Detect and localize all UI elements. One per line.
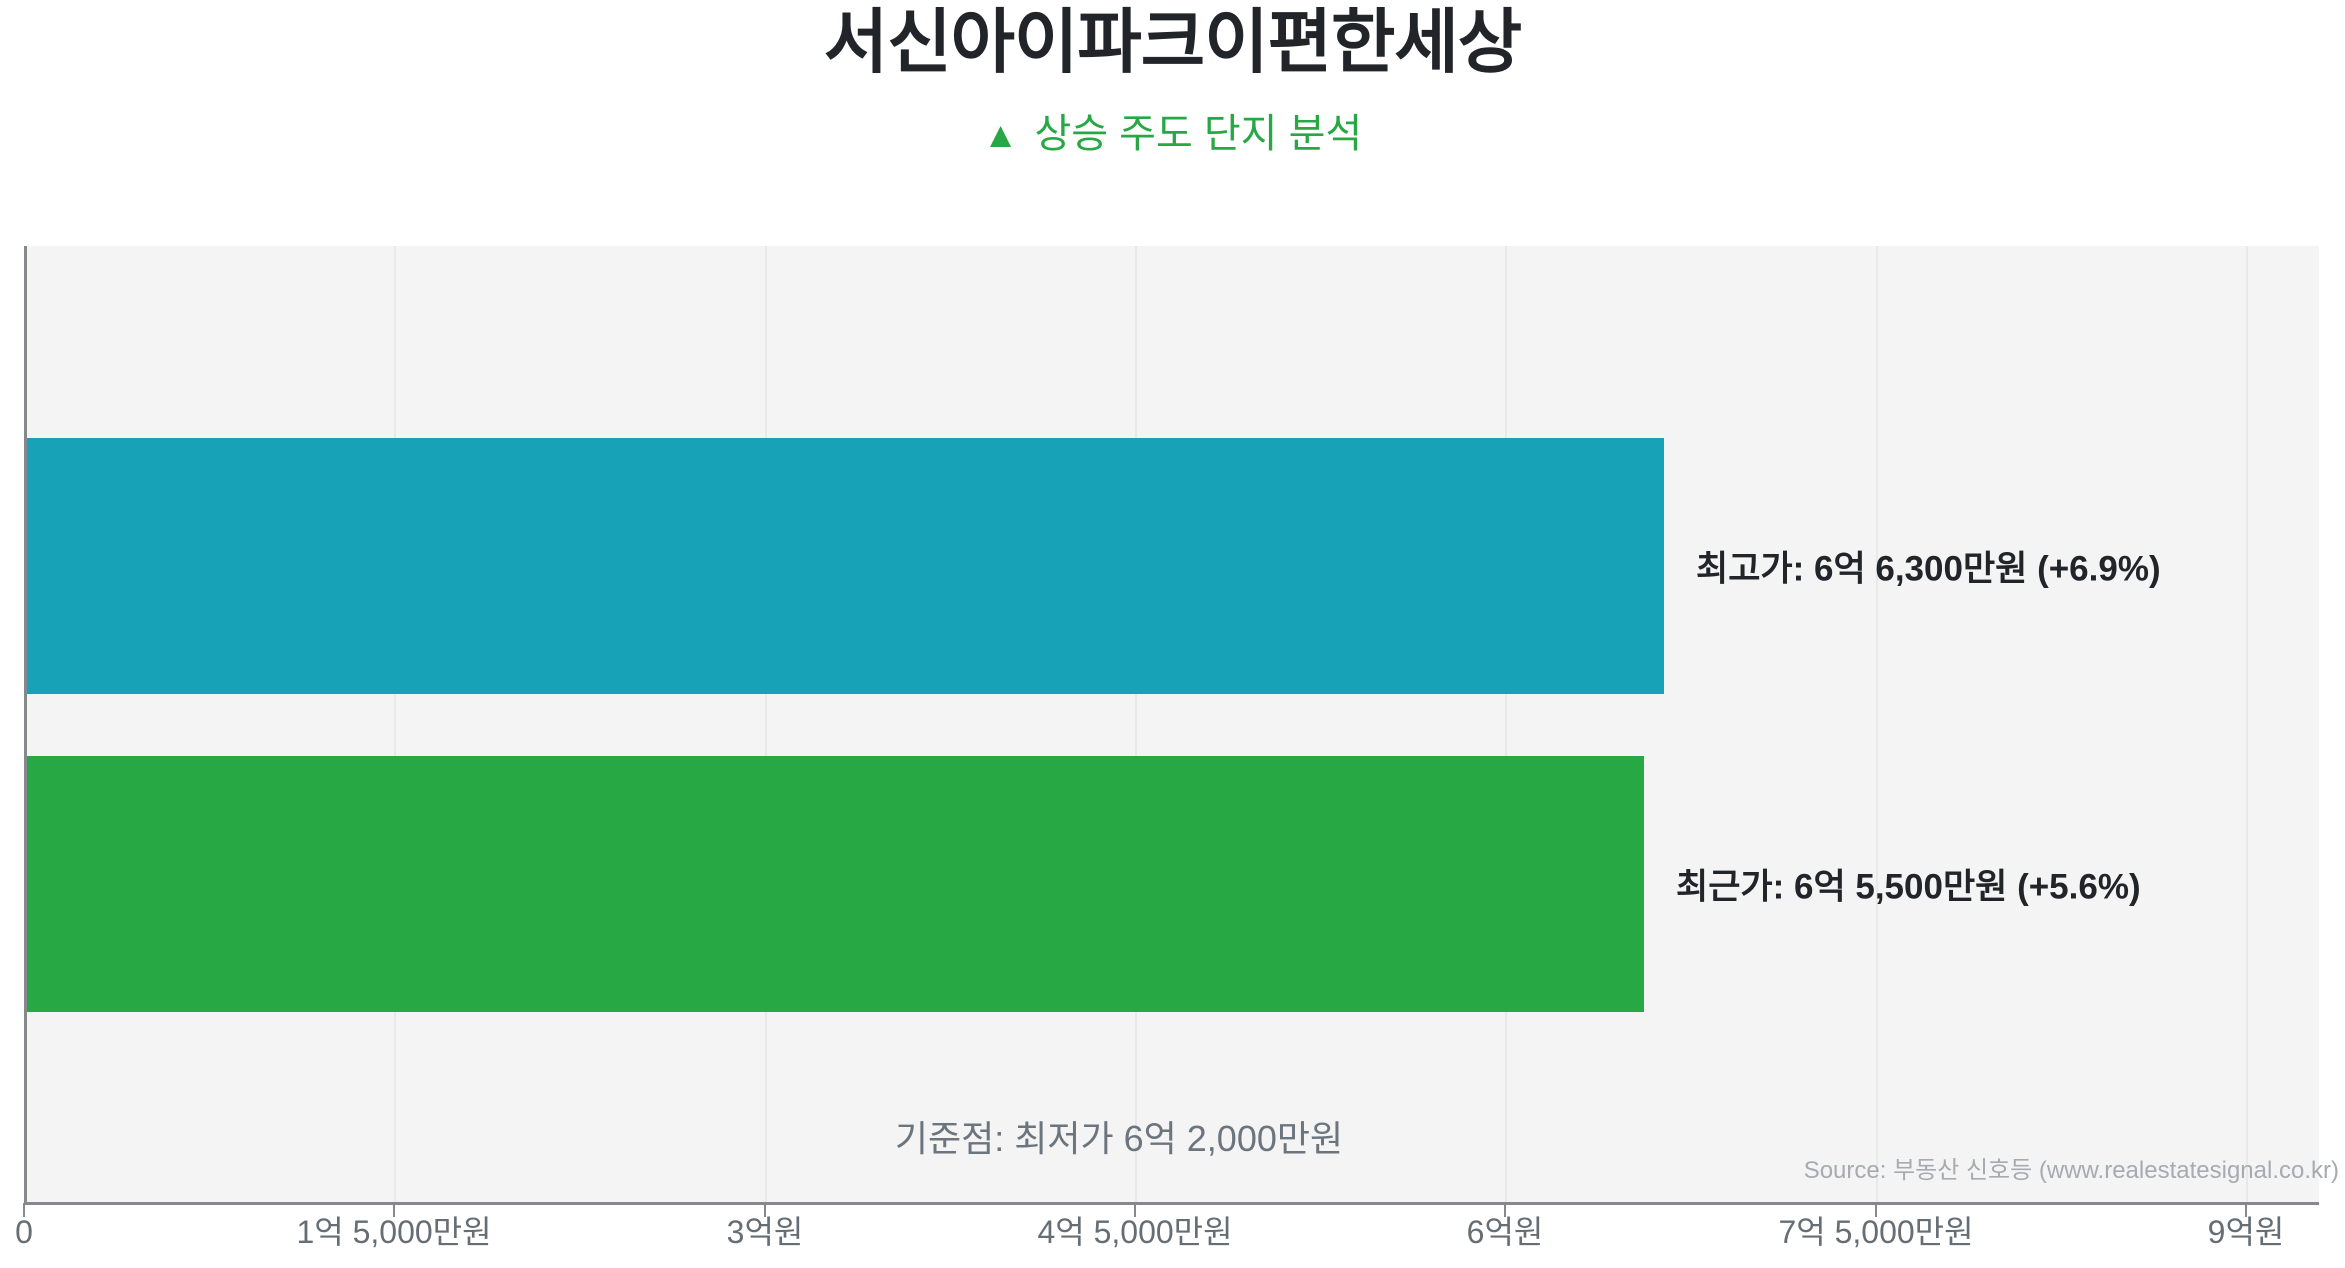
bar-recent-price bbox=[27, 756, 1644, 1012]
x-tick-label: 0 bbox=[15, 1214, 33, 1250]
x-axis-tick bbox=[764, 1203, 766, 1217]
source-credit: Source: 부동산 신호등 (www.realestatesignal.co… bbox=[1803, 1157, 2339, 1184]
bar-label-recent-price: 최근가: 6억 5,500만원 (+5.6%) bbox=[1676, 867, 2141, 907]
x-axis-tick bbox=[393, 1203, 395, 1217]
gridline bbox=[1135, 246, 1137, 1202]
x-tick-label: 9억원 bbox=[2207, 1214, 2285, 1250]
x-tick-label: 1억 5,000만원 bbox=[296, 1214, 492, 1250]
x-axis-tick bbox=[2245, 1203, 2247, 1217]
x-axis-tick bbox=[1504, 1203, 1506, 1217]
x-axis-tick bbox=[23, 1203, 25, 1217]
x-tick-label: 6억원 bbox=[1466, 1214, 1544, 1250]
gridline bbox=[1876, 246, 1878, 1202]
chart-subtitle-text: 상승 주도 단지 분석 bbox=[1034, 112, 1363, 156]
x-axis-tick bbox=[1134, 1203, 1136, 1217]
gridline bbox=[2246, 246, 2248, 1202]
gridline bbox=[765, 246, 767, 1202]
chart-title: 서신아이파크이편한세상 bbox=[823, 3, 1522, 81]
up-triangle-icon: ▲ bbox=[982, 114, 1019, 155]
x-tick-label: 3억원 bbox=[726, 1214, 804, 1250]
plot-area: 최고가: 6억 6,300만원 (+6.9%) 최근가: 6억 5,500만원 … bbox=[24, 246, 2319, 1205]
x-tick-label: 4억 5,000만원 bbox=[1037, 1214, 1233, 1250]
x-axis-tick bbox=[1875, 1203, 1877, 1217]
x-tick-label: 7억 5,000만원 bbox=[1778, 1214, 1974, 1250]
gridline bbox=[1505, 246, 1507, 1202]
baseline-annotation: 기준점: 최저가 6억 2,000만원 bbox=[894, 1118, 1344, 1159]
bar-highest-price bbox=[27, 438, 1664, 694]
gridline bbox=[394, 246, 396, 1202]
chart-subtitle: ▲ 상승 주도 단지 분석 bbox=[0, 108, 2345, 160]
bar-label-highest-price: 최고가: 6억 6,300만원 (+6.9%) bbox=[1696, 549, 2161, 589]
